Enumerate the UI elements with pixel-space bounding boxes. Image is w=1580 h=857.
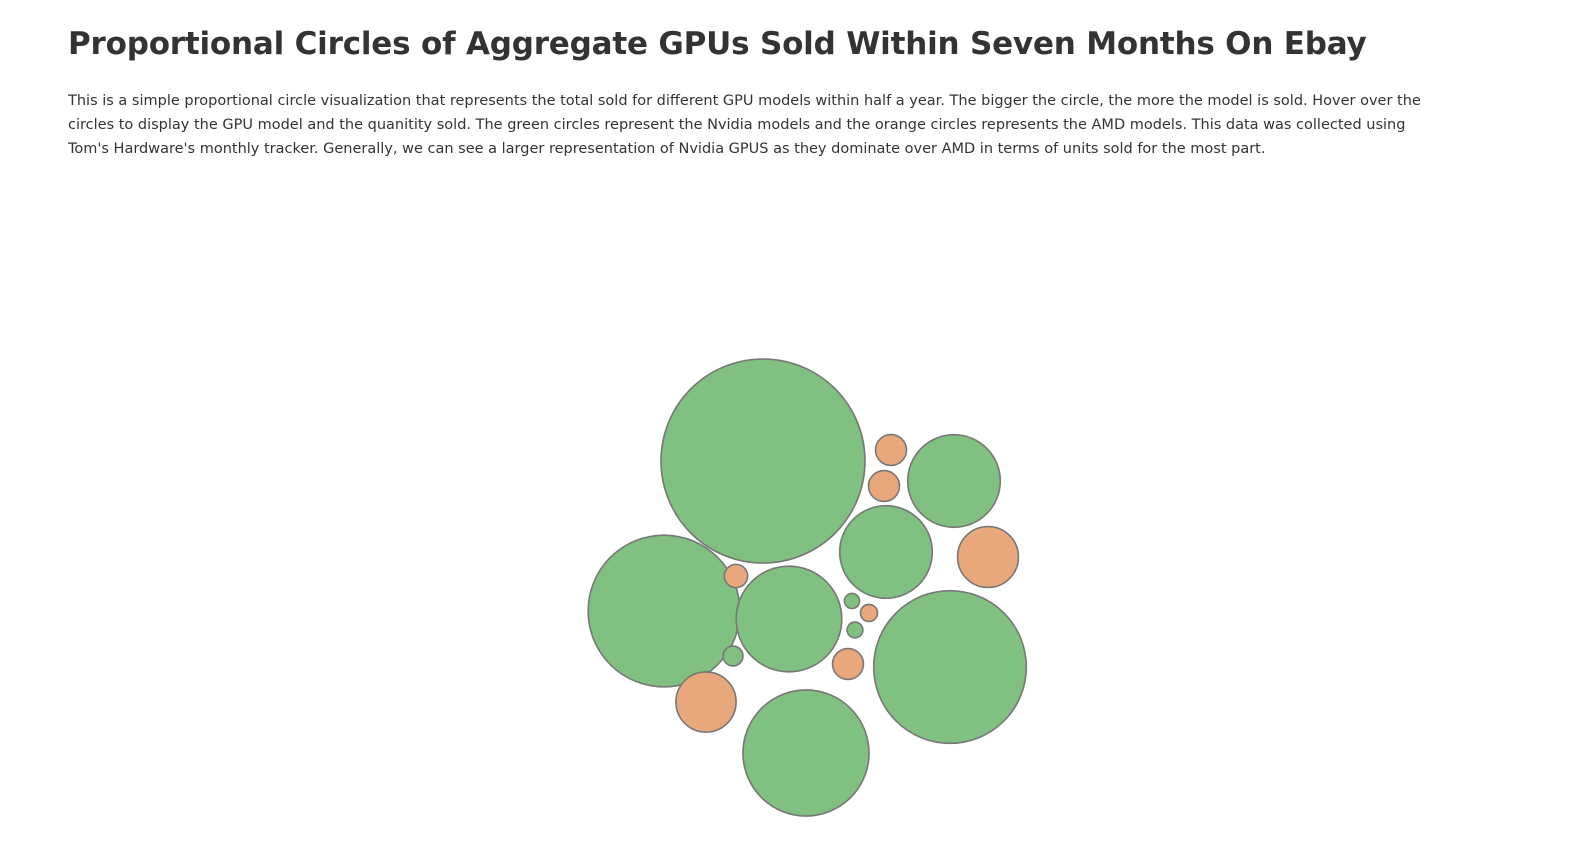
page-title: Proportional Circles of Aggregate GPUs S… [68,26,1367,62]
page-description: This is a simple proportional circle vis… [68,93,1421,157]
amd-gpu-circle[interactable] [859,603,879,623]
nvidia-gpu-circle[interactable] [872,589,1028,745]
nvidia-gpu-circle[interactable] [587,534,741,688]
nvidia-gpu-circle[interactable] [742,689,870,817]
nvidia-gpu-circle[interactable] [735,565,843,673]
amd-gpu-circle[interactable] [867,469,901,503]
amd-gpu-circle[interactable] [956,525,1020,589]
amd-gpu-circle[interactable] [723,563,749,589]
nvidia-gpu-circle[interactable] [843,592,861,610]
amd-gpu-circle[interactable] [675,671,737,733]
nvidia-gpu-circle[interactable] [660,358,866,564]
nvidia-gpu-circle[interactable] [906,433,1002,529]
amd-gpu-circle[interactable] [874,433,908,467]
nvidia-gpu-circle[interactable] [846,621,864,639]
nvidia-gpu-circle[interactable] [838,504,934,600]
amd-gpu-circle[interactable] [831,647,865,681]
nvidia-gpu-circle[interactable] [722,645,744,667]
